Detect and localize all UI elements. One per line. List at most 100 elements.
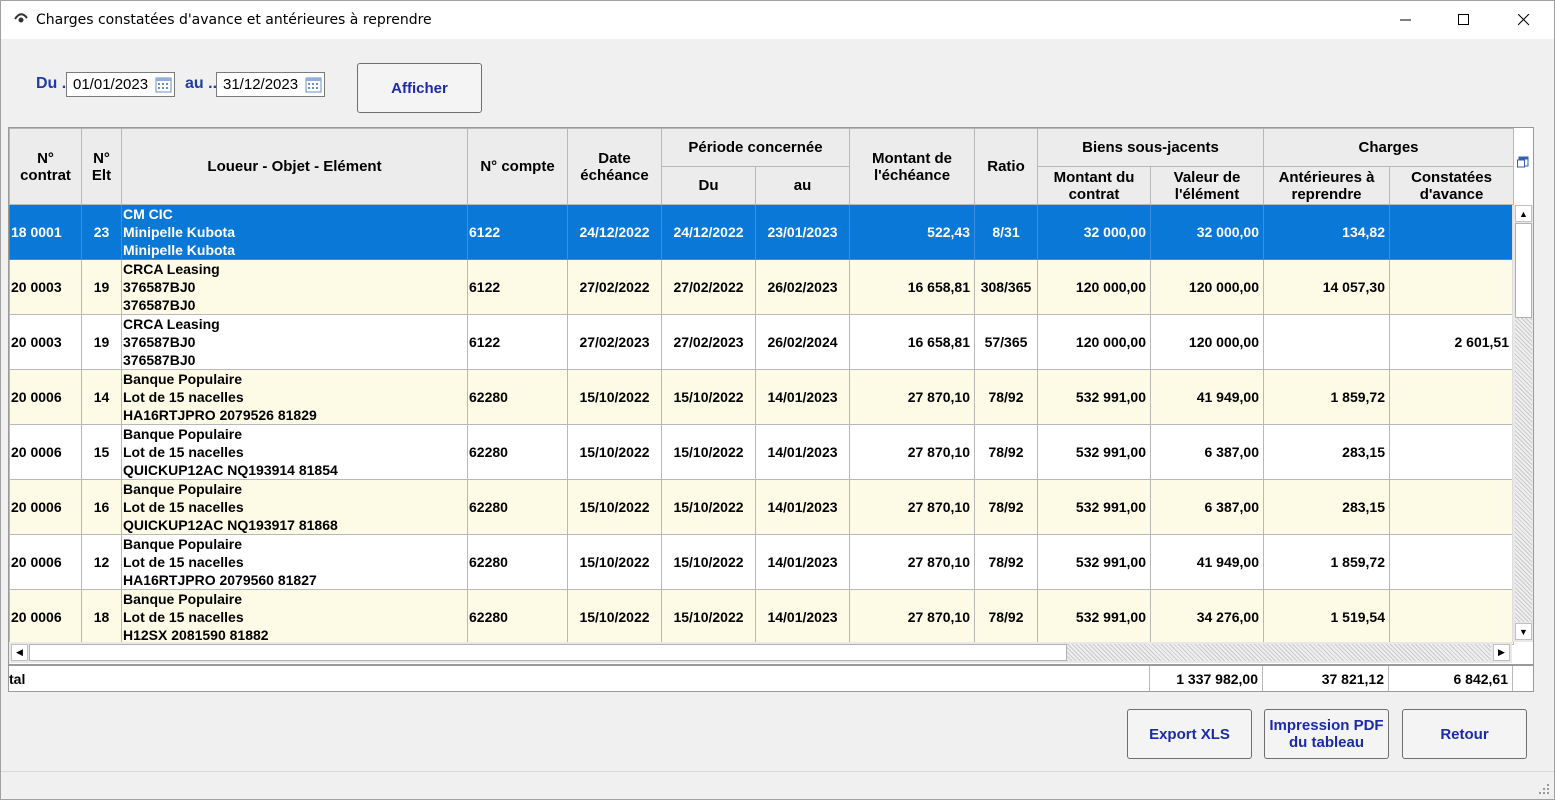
header-montant-echeance[interactable]: Montant de l'échéance <box>849 128 975 205</box>
cell-montant-contrat: 120 000,00 <box>1037 259 1151 315</box>
totals-row: tal 1 337 982,00 37 821,12 6 842,61 <box>8 665 1534 692</box>
cell-valeur-element: 120 000,00 <box>1150 314 1264 370</box>
vertical-scroll-track[interactable] <box>1515 318 1532 622</box>
maximize-button[interactable] <box>1436 1 1494 39</box>
minimize-icon <box>1400 19 1411 21</box>
export-xls-button[interactable]: Export XLS <box>1127 709 1252 759</box>
loueur-line: Banque Populaire <box>123 591 243 607</box>
header-valeur-element[interactable]: Valeur de l'élément <box>1150 166 1264 205</box>
back-button[interactable]: Retour <box>1402 709 1527 759</box>
horizontal-scroll-track[interactable] <box>1067 644 1491 661</box>
maximize-icon <box>1458 14 1469 25</box>
cell-anterieures <box>1263 314 1390 370</box>
table-row[interactable]: 20 0006 16 Banque Populaire Lot de 15 nacel… <box>9 479 1514 535</box>
cell-ratio: 57/365 <box>974 314 1038 370</box>
header-contrat[interactable]: N° contrat <box>9 128 82 205</box>
cell-montant-contrat: 532 991,00 <box>1037 424 1151 480</box>
header-ratio[interactable]: Ratio <box>974 128 1038 205</box>
vertical-scrollbar[interactable]: ▲ ▼ <box>1512 205 1533 642</box>
cell-periode-du: 15/10/2022 <box>661 589 756 645</box>
cell-date-echeance: 15/10/2022 <box>567 534 662 590</box>
header-montant-contrat[interactable]: Montant du contrat <box>1037 166 1151 205</box>
header-compte[interactable]: N° compte <box>467 128 568 205</box>
loueur-line: Lot de 15 nacelles <box>123 444 244 460</box>
cell-ratio: 78/92 <box>974 369 1038 425</box>
scroll-right-icon[interactable]: ▶ <box>1493 644 1510 661</box>
cell-periode-du: 24/12/2022 <box>661 204 756 260</box>
calendar-icon[interactable] <box>155 76 172 93</box>
header-elt[interactable]: N° Elt <box>81 128 122 205</box>
cell-contrat: 20 0006 <box>9 534 82 590</box>
cell-periode-au: 26/02/2024 <box>755 314 850 370</box>
scroll-up-icon[interactable]: ▲ <box>1515 205 1532 222</box>
cell-compte: 6122 <box>467 314 568 370</box>
total-valeur: 1 337 982,00 <box>1150 666 1263 691</box>
vertical-scroll-thumb[interactable] <box>1515 223 1532 318</box>
window-title: Charges constatées d'avance et antérieur… <box>36 12 432 28</box>
loueur-line: 376587BJ0 <box>123 334 196 350</box>
table-row[interactable]: 18 0001 23 CM CIC Minipelle Kubota Minipelle… <box>9 204 1514 260</box>
cell-montant-echeance: 27 870,10 <box>849 424 975 480</box>
status-bar <box>1 771 1554 799</box>
header-loueur[interactable]: Loueur - Objet - Elément <box>121 128 468 205</box>
cell-constatees: 2 601,51 <box>1389 314 1514 370</box>
scroll-left-icon[interactable]: ◀ <box>11 644 28 661</box>
cell-periode-au: 23/01/2023 <box>755 204 850 260</box>
cell-montant-echeance: 27 870,10 <box>849 589 975 645</box>
loueur-line: Lot de 15 nacelles <box>123 554 244 570</box>
resize-grip-icon[interactable] <box>1538 783 1550 795</box>
cell-periode-du: 15/10/2022 <box>661 369 756 425</box>
header-periode-du[interactable]: Du <box>661 166 756 205</box>
table-row[interactable]: 20 0006 18 Banque Populaire Lot de 15 nacel… <box>9 589 1514 645</box>
loueur-line: CRCA Leasing <box>123 261 220 277</box>
cell-anterieures: 1 859,72 <box>1263 534 1390 590</box>
column-chooser-icon[interactable] <box>1517 156 1529 168</box>
data-grid: N° contrat N° Elt Loueur - Objet - Eléme… <box>8 127 1534 665</box>
loueur-line: Banque Populaire <box>123 536 243 552</box>
print-pdf-button[interactable]: Impression PDF du tableau <box>1264 709 1389 759</box>
cell-valeur-element: 6 387,00 <box>1150 479 1264 535</box>
header-biens-group: Biens sous-jacents <box>1037 128 1264 167</box>
cell-montant-contrat: 532 991,00 <box>1037 534 1151 590</box>
show-button[interactable]: Afficher <box>357 63 482 113</box>
date-from-value: 01/01/2023 <box>73 76 149 93</box>
loueur-line: 376587BJ0 <box>123 297 196 313</box>
cell-periode-au: 14/01/2023 <box>755 369 850 425</box>
cell-valeur-element: 41 949,00 <box>1150 534 1264 590</box>
cell-date-echeance: 27/02/2022 <box>567 259 662 315</box>
header-date-echeance[interactable]: Date échéance <box>567 128 662 205</box>
cell-elt: 19 <box>81 259 122 315</box>
cell-contrat: 20 0006 <box>9 424 82 480</box>
table-row[interactable]: 20 0006 14 Banque Populaire Lot de 15 nacel… <box>9 369 1514 425</box>
date-to-input[interactable]: 31/12/2023 <box>216 72 325 97</box>
close-button[interactable] <box>1496 1 1554 39</box>
app-icon <box>14 13 28 23</box>
cell-compte: 6122 <box>467 259 568 315</box>
scroll-down-icon[interactable]: ▼ <box>1515 623 1532 640</box>
cell-montant-contrat: 32 000,00 <box>1037 204 1151 260</box>
loueur-line: H12SX 2081590 81882 <box>123 627 269 643</box>
header-anterieures[interactable]: Antérieures à reprendre <box>1263 166 1390 205</box>
horizontal-scroll-thumb[interactable] <box>29 644 1067 661</box>
cell-periode-du: 27/02/2022 <box>661 259 756 315</box>
cell-date-echeance: 15/10/2022 <box>567 479 662 535</box>
cell-compte: 62280 <box>467 589 568 645</box>
cell-anterieures: 1 519,54 <box>1263 589 1390 645</box>
cell-contrat: 20 0003 <box>9 314 82 370</box>
table-row[interactable]: 20 0006 12 Banque Populaire Lot de 15 nacel… <box>9 534 1514 590</box>
table-row[interactable]: 20 0006 15 Banque Populaire Lot de 15 nacel… <box>9 424 1514 480</box>
header-periode-au[interactable]: au <box>755 166 850 205</box>
table-row[interactable]: 20 0003 19 CRCA Leasing 376587BJ0 376587BJ0 6… <box>9 314 1514 370</box>
cell-periode-au: 14/01/2023 <box>755 424 850 480</box>
cell-date-echeance: 15/10/2022 <box>567 369 662 425</box>
table-row[interactable]: 20 0003 19 CRCA Leasing 376587BJ0 376587BJ0 6… <box>9 259 1514 315</box>
cell-montant-echeance: 16 658,81 <box>849 259 975 315</box>
horizontal-scrollbar[interactable]: ◀ ▶ <box>9 642 1512 663</box>
close-icon <box>1518 14 1530 26</box>
date-from-input[interactable]: 01/01/2023 <box>66 72 175 97</box>
minimize-button[interactable] <box>1378 1 1436 39</box>
calendar-icon[interactable] <box>305 76 322 93</box>
header-constatees[interactable]: Constatées d'avance <box>1389 166 1514 205</box>
cell-montant-echeance: 522,43 <box>849 204 975 260</box>
